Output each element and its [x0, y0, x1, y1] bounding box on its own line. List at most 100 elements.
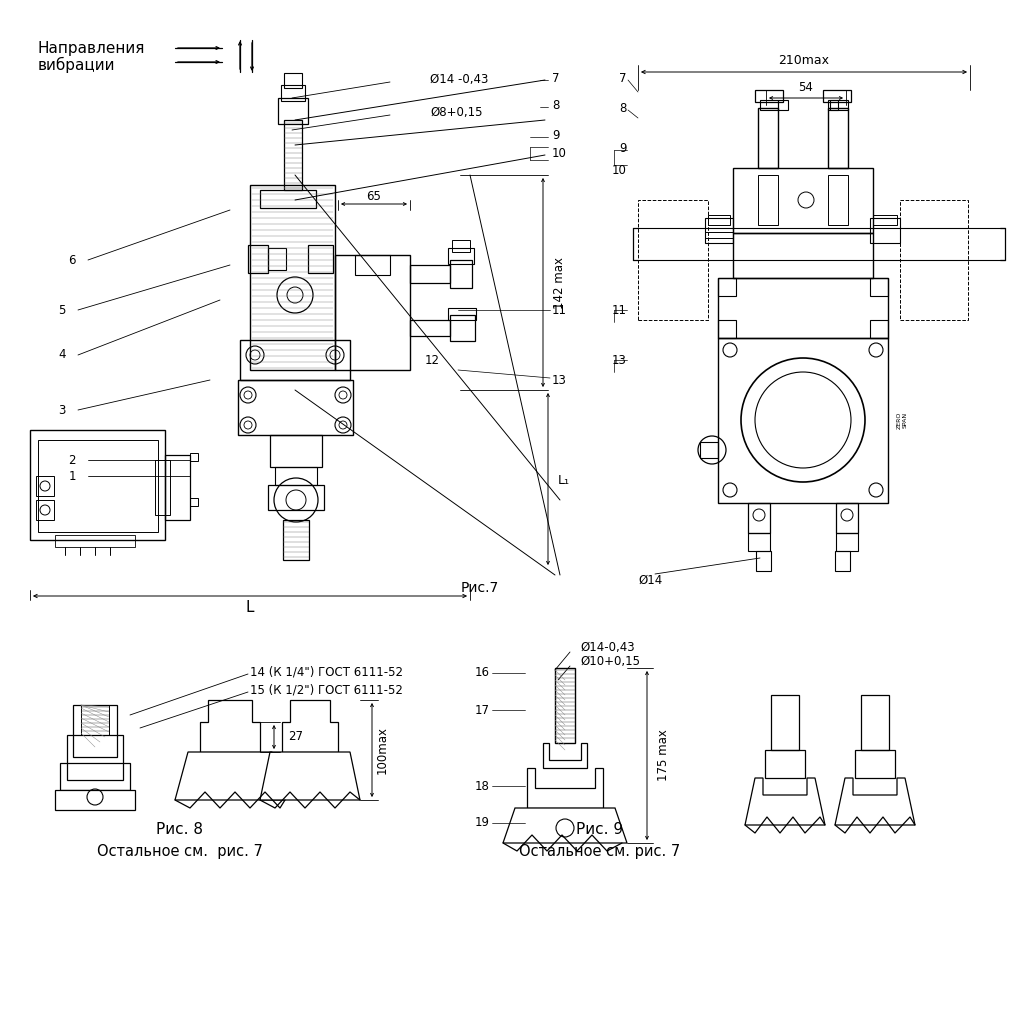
Text: L₁: L₁	[557, 473, 570, 486]
Text: 7: 7	[619, 72, 627, 85]
Text: Ø8+0,15: Ø8+0,15	[430, 105, 482, 119]
Bar	[260, 190, 316, 208]
Bar	[836, 534, 857, 551]
Text: Рис. 9: Рис. 9	[576, 822, 623, 838]
Bar	[747, 503, 769, 534]
Bar	[190, 498, 198, 506]
Bar	[717, 278, 888, 338]
Bar	[707, 215, 730, 225]
Bar	[449, 260, 472, 288]
Bar	[699, 442, 717, 458]
Bar	[410, 319, 449, 336]
Text: 10: 10	[551, 146, 567, 160]
Polygon shape	[260, 752, 360, 800]
Bar	[55, 535, 135, 547]
Bar	[451, 240, 470, 252]
Text: Остальное см.  рис. 7: Остальное см. рис. 7	[97, 845, 263, 859]
Bar	[764, 750, 804, 778]
Bar	[237, 380, 353, 435]
Bar	[733, 233, 872, 278]
Text: 10: 10	[611, 164, 627, 176]
Bar	[717, 338, 888, 503]
Polygon shape	[67, 735, 123, 763]
Bar	[410, 265, 449, 283]
Bar	[275, 467, 317, 485]
Text: Ø14 -0,43: Ø14 -0,43	[430, 73, 488, 85]
Text: 5: 5	[58, 303, 66, 316]
Text: 16: 16	[475, 667, 489, 680]
Text: 27: 27	[287, 730, 303, 743]
Polygon shape	[281, 700, 337, 752]
Text: Рис. 8: Рис. 8	[156, 822, 204, 838]
Polygon shape	[542, 743, 586, 768]
Text: 142 max: 142 max	[553, 257, 566, 309]
Bar	[81, 705, 109, 735]
Text: Остальное см. рис. 7: Остальное см. рис. 7	[519, 845, 680, 859]
Bar	[447, 308, 476, 319]
Text: L: L	[246, 599, 254, 614]
Bar	[770, 695, 798, 750]
Bar	[733, 168, 872, 233]
Bar	[73, 705, 117, 735]
Bar	[280, 85, 305, 101]
Polygon shape	[175, 752, 284, 800]
Bar	[239, 340, 350, 380]
Text: 1: 1	[68, 469, 76, 482]
Text: 4: 4	[58, 348, 66, 361]
Polygon shape	[60, 763, 129, 790]
Bar	[30, 430, 165, 540]
Polygon shape	[200, 700, 260, 752]
Bar	[308, 245, 332, 273]
Bar	[250, 185, 334, 370]
Text: Ø10+0,15: Ø10+0,15	[580, 655, 639, 669]
Bar	[165, 455, 190, 520]
Bar	[827, 175, 847, 225]
Bar	[155, 460, 170, 515]
Bar	[449, 315, 475, 341]
Text: 54: 54	[798, 81, 812, 93]
Text: 175 max: 175 max	[656, 729, 669, 781]
Text: 9: 9	[551, 128, 559, 141]
Bar	[355, 255, 389, 275]
Text: 13: 13	[611, 353, 627, 367]
Text: 6: 6	[68, 254, 76, 266]
Bar	[268, 485, 324, 510]
Text: 210max: 210max	[777, 53, 828, 67]
Text: 19: 19	[475, 816, 489, 829]
Text: 2: 2	[68, 454, 76, 467]
Bar	[869, 218, 899, 243]
Bar	[755, 551, 770, 571]
Text: 7: 7	[551, 72, 559, 85]
Bar	[872, 215, 896, 225]
Text: 11: 11	[611, 303, 627, 316]
Bar	[36, 476, 54, 496]
Text: 8: 8	[551, 98, 558, 112]
Polygon shape	[744, 778, 824, 825]
Bar	[270, 435, 322, 467]
Polygon shape	[527, 768, 602, 808]
Bar	[36, 500, 54, 520]
Polygon shape	[502, 808, 627, 843]
Bar	[860, 695, 889, 750]
Bar	[829, 100, 847, 110]
Text: Ø14: Ø14	[637, 573, 661, 587]
Bar	[704, 218, 733, 243]
Bar	[38, 440, 158, 532]
Bar	[759, 100, 777, 110]
Bar	[854, 750, 894, 778]
Polygon shape	[835, 778, 914, 825]
Text: 12: 12	[425, 353, 439, 367]
Bar	[554, 668, 575, 743]
Bar	[827, 100, 838, 110]
Bar	[278, 98, 308, 124]
Text: вибрации: вибрации	[38, 57, 115, 73]
Text: ZERO
SPAN: ZERO SPAN	[896, 412, 907, 429]
Text: 8: 8	[619, 101, 627, 115]
Bar	[334, 255, 410, 370]
Bar	[190, 453, 198, 461]
Text: 15 (К 1/2") ГОСТ 6111-52: 15 (К 1/2") ГОСТ 6111-52	[250, 683, 403, 696]
Text: Рис.7: Рис.7	[461, 581, 498, 595]
Bar	[754, 90, 783, 102]
Text: 100max: 100max	[375, 726, 388, 774]
Bar	[827, 108, 847, 168]
